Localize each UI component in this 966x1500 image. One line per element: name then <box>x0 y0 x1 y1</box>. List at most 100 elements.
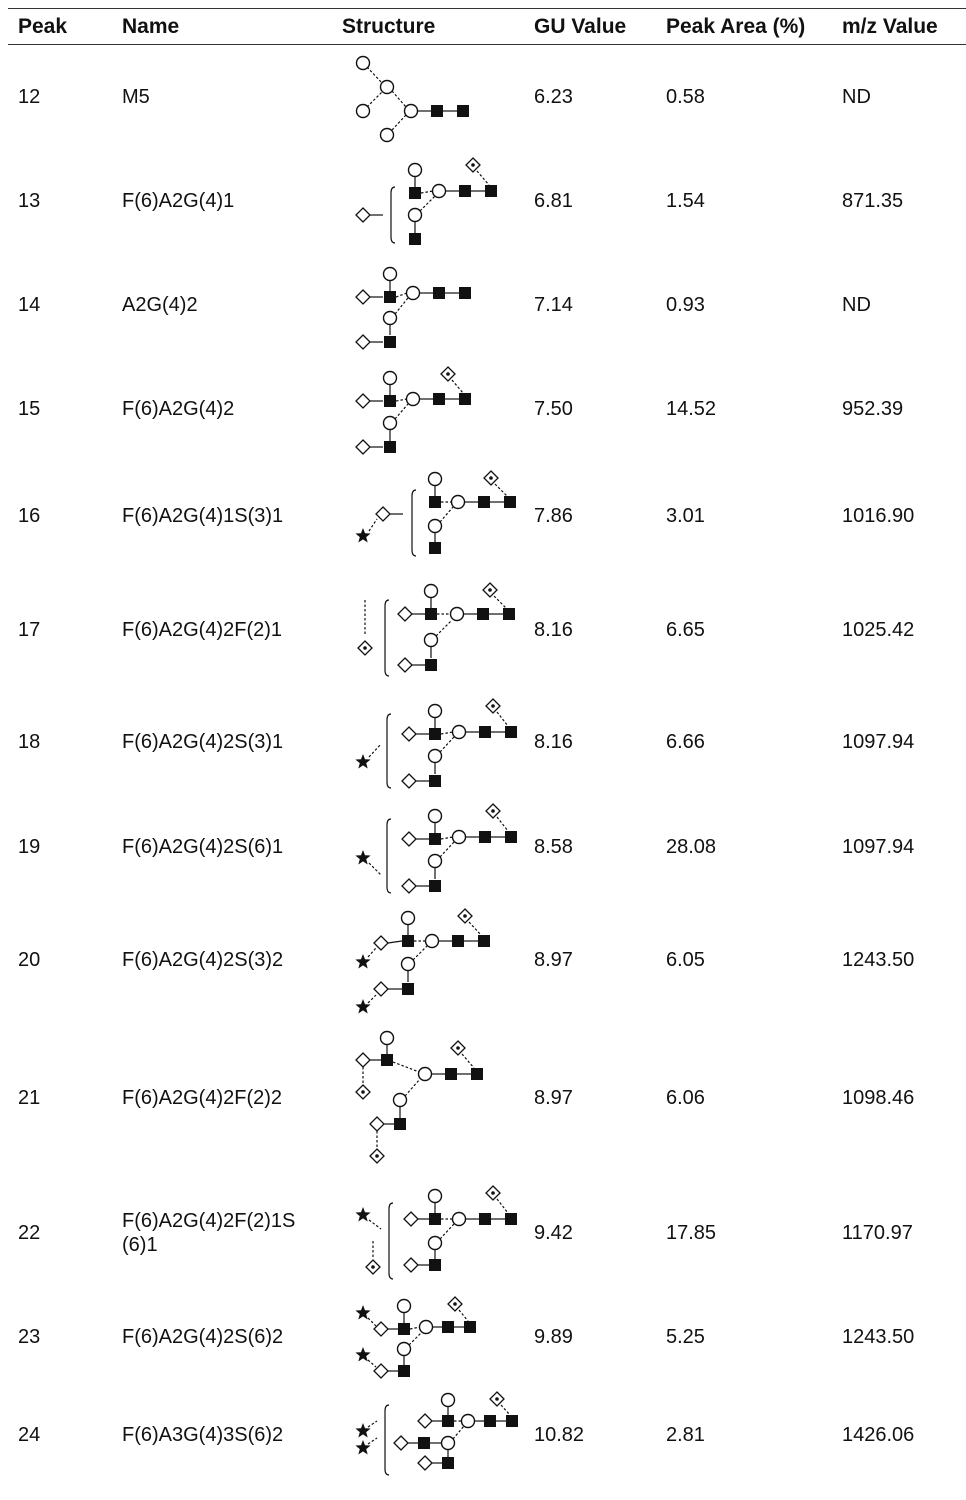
fucose-dot-icon <box>491 809 495 813</box>
glcnac-square-icon <box>505 1213 517 1225</box>
beta-linkage-line <box>368 743 382 758</box>
mannose-circle-icon <box>418 1319 434 1335</box>
beta-linkage-line <box>468 921 482 936</box>
cell-peak-area: 0.58 <box>666 86 705 108</box>
bracket-icon <box>388 1202 394 1280</box>
mannose-circle-icon <box>424 933 440 949</box>
galactose-diamond-icon <box>401 831 417 847</box>
cell-gu-value: 9.89 <box>534 1326 573 1348</box>
cell-peak: 12 <box>18 86 41 108</box>
beta-linkage-line <box>500 1404 511 1416</box>
mannose-circle-icon <box>405 391 421 407</box>
cell-peak-area: 2.81 <box>666 1424 705 1446</box>
cell-peak: 15 <box>18 398 41 420</box>
cell-name: F(6)A2G(4)2S(6)2 <box>122 1326 284 1348</box>
cell-peak: 17 <box>18 619 41 641</box>
sialic-star-icon <box>355 528 371 543</box>
glcnac-square-icon <box>384 441 396 453</box>
cell-peak: 13 <box>18 190 41 212</box>
cell-name: F(6)A2G(4)2S(3)2 <box>122 949 284 971</box>
mannose-circle-icon <box>427 808 443 824</box>
galactose-diamond-icon <box>401 726 417 742</box>
beta-linkage-line <box>409 1326 421 1330</box>
glcnac-square-icon <box>457 105 469 117</box>
glcnac-square-icon <box>429 880 441 892</box>
cell-mz-value: 1097.94 <box>842 731 915 753</box>
glcnac-square-icon <box>503 608 515 620</box>
glcnac-square-icon <box>429 1259 441 1271</box>
cell-mz-value: 1025.42 <box>842 619 915 641</box>
glcnac-square-icon <box>479 726 491 738</box>
cell-mz-value: 1426.06 <box>842 1424 915 1446</box>
sialic-star-icon <box>355 1207 371 1222</box>
galactose-diamond-icon <box>401 773 417 789</box>
glcnac-square-icon <box>433 393 445 405</box>
bracket-icon <box>384 1404 390 1476</box>
mannose-circle-icon <box>379 1030 395 1046</box>
beta-linkage-line <box>440 836 454 840</box>
mannose-circle-icon <box>460 1413 476 1429</box>
glycan-structure <box>355 266 471 350</box>
sialic-star-icon <box>355 999 371 1014</box>
glcnac-square-icon <box>409 187 421 199</box>
mannose-circle-icon <box>451 1211 467 1227</box>
beta-linkage-line <box>452 1425 465 1440</box>
beta-linkage-line <box>408 1331 423 1346</box>
glycan-structure-group <box>355 1030 483 1164</box>
glcnac-square-icon <box>442 1457 454 1469</box>
cell-peak: 23 <box>18 1326 41 1348</box>
beta-linkage-line <box>419 195 436 212</box>
beta-linkage-line <box>404 1078 421 1097</box>
fucose-dot-icon <box>463 914 467 918</box>
glycan-structure <box>355 157 497 245</box>
glcnac-square-icon <box>429 496 441 508</box>
cell-gu-value: 8.16 <box>534 619 573 641</box>
mannose-circle-icon <box>382 415 398 431</box>
glcnac-square-icon <box>478 496 490 508</box>
glycan-structure-group <box>355 1296 476 1379</box>
beta-linkage-line <box>493 595 507 609</box>
glycan-structure <box>355 908 490 1014</box>
galactose-diamond-icon <box>355 334 371 350</box>
glcnac-square-icon <box>478 935 490 947</box>
mannose-circle-icon <box>382 370 398 386</box>
beta-linkage-line <box>368 518 378 532</box>
glcnac-square-icon <box>442 1415 454 1427</box>
glcnac-square-icon <box>429 1213 441 1225</box>
cell-peak: 22 <box>18 1222 41 1244</box>
header-gu-value: GU Value <box>534 15 627 38</box>
cell-peak: 20 <box>18 949 41 971</box>
sialic-star-icon <box>355 1305 371 1320</box>
fucose-dot-icon <box>361 1090 365 1094</box>
glycan-structure <box>355 55 469 143</box>
fucose-dot-icon <box>489 476 493 480</box>
cell-mz-value: 1016.90 <box>842 505 915 527</box>
cell-name: F(6)A2G(4)2F(2)2 <box>122 1087 283 1109</box>
glcnac-square-icon <box>425 608 437 620</box>
fucose-dot-icon <box>456 1046 460 1050</box>
fucose-dot-icon <box>471 163 475 167</box>
cell-name: A2G(4)2 <box>122 294 198 316</box>
mannose-circle-icon <box>392 1092 408 1108</box>
mannose-circle-icon <box>407 162 423 178</box>
mannose-circle-icon <box>451 829 467 845</box>
mannose-circle-icon <box>379 79 395 95</box>
mannose-circle-icon <box>431 183 447 199</box>
glcnac-square-icon <box>429 728 441 740</box>
cell-peak-area: 6.06 <box>666 1087 705 1109</box>
mannose-circle-icon <box>427 518 443 534</box>
galactose-diamond-icon <box>397 606 413 622</box>
glcnac-square-icon <box>429 542 441 554</box>
cell-peak-area: 0.93 <box>666 294 705 316</box>
galactose-diamond-icon <box>373 981 389 997</box>
galactose-diamond-icon <box>369 1116 385 1132</box>
fucose-dot-icon <box>375 1154 379 1158</box>
glcnac-square-icon <box>485 185 497 197</box>
galactose-diamond-icon <box>373 1363 389 1379</box>
glcnac-square-icon <box>459 287 471 299</box>
table-top-rule <box>8 8 966 9</box>
cell-name: F(6)A2G(4)2S(3)1 <box>122 731 284 753</box>
cell-peak: 21 <box>18 1087 41 1109</box>
beta-linkage-line <box>367 1317 377 1327</box>
glcnac-square-icon <box>384 395 396 407</box>
